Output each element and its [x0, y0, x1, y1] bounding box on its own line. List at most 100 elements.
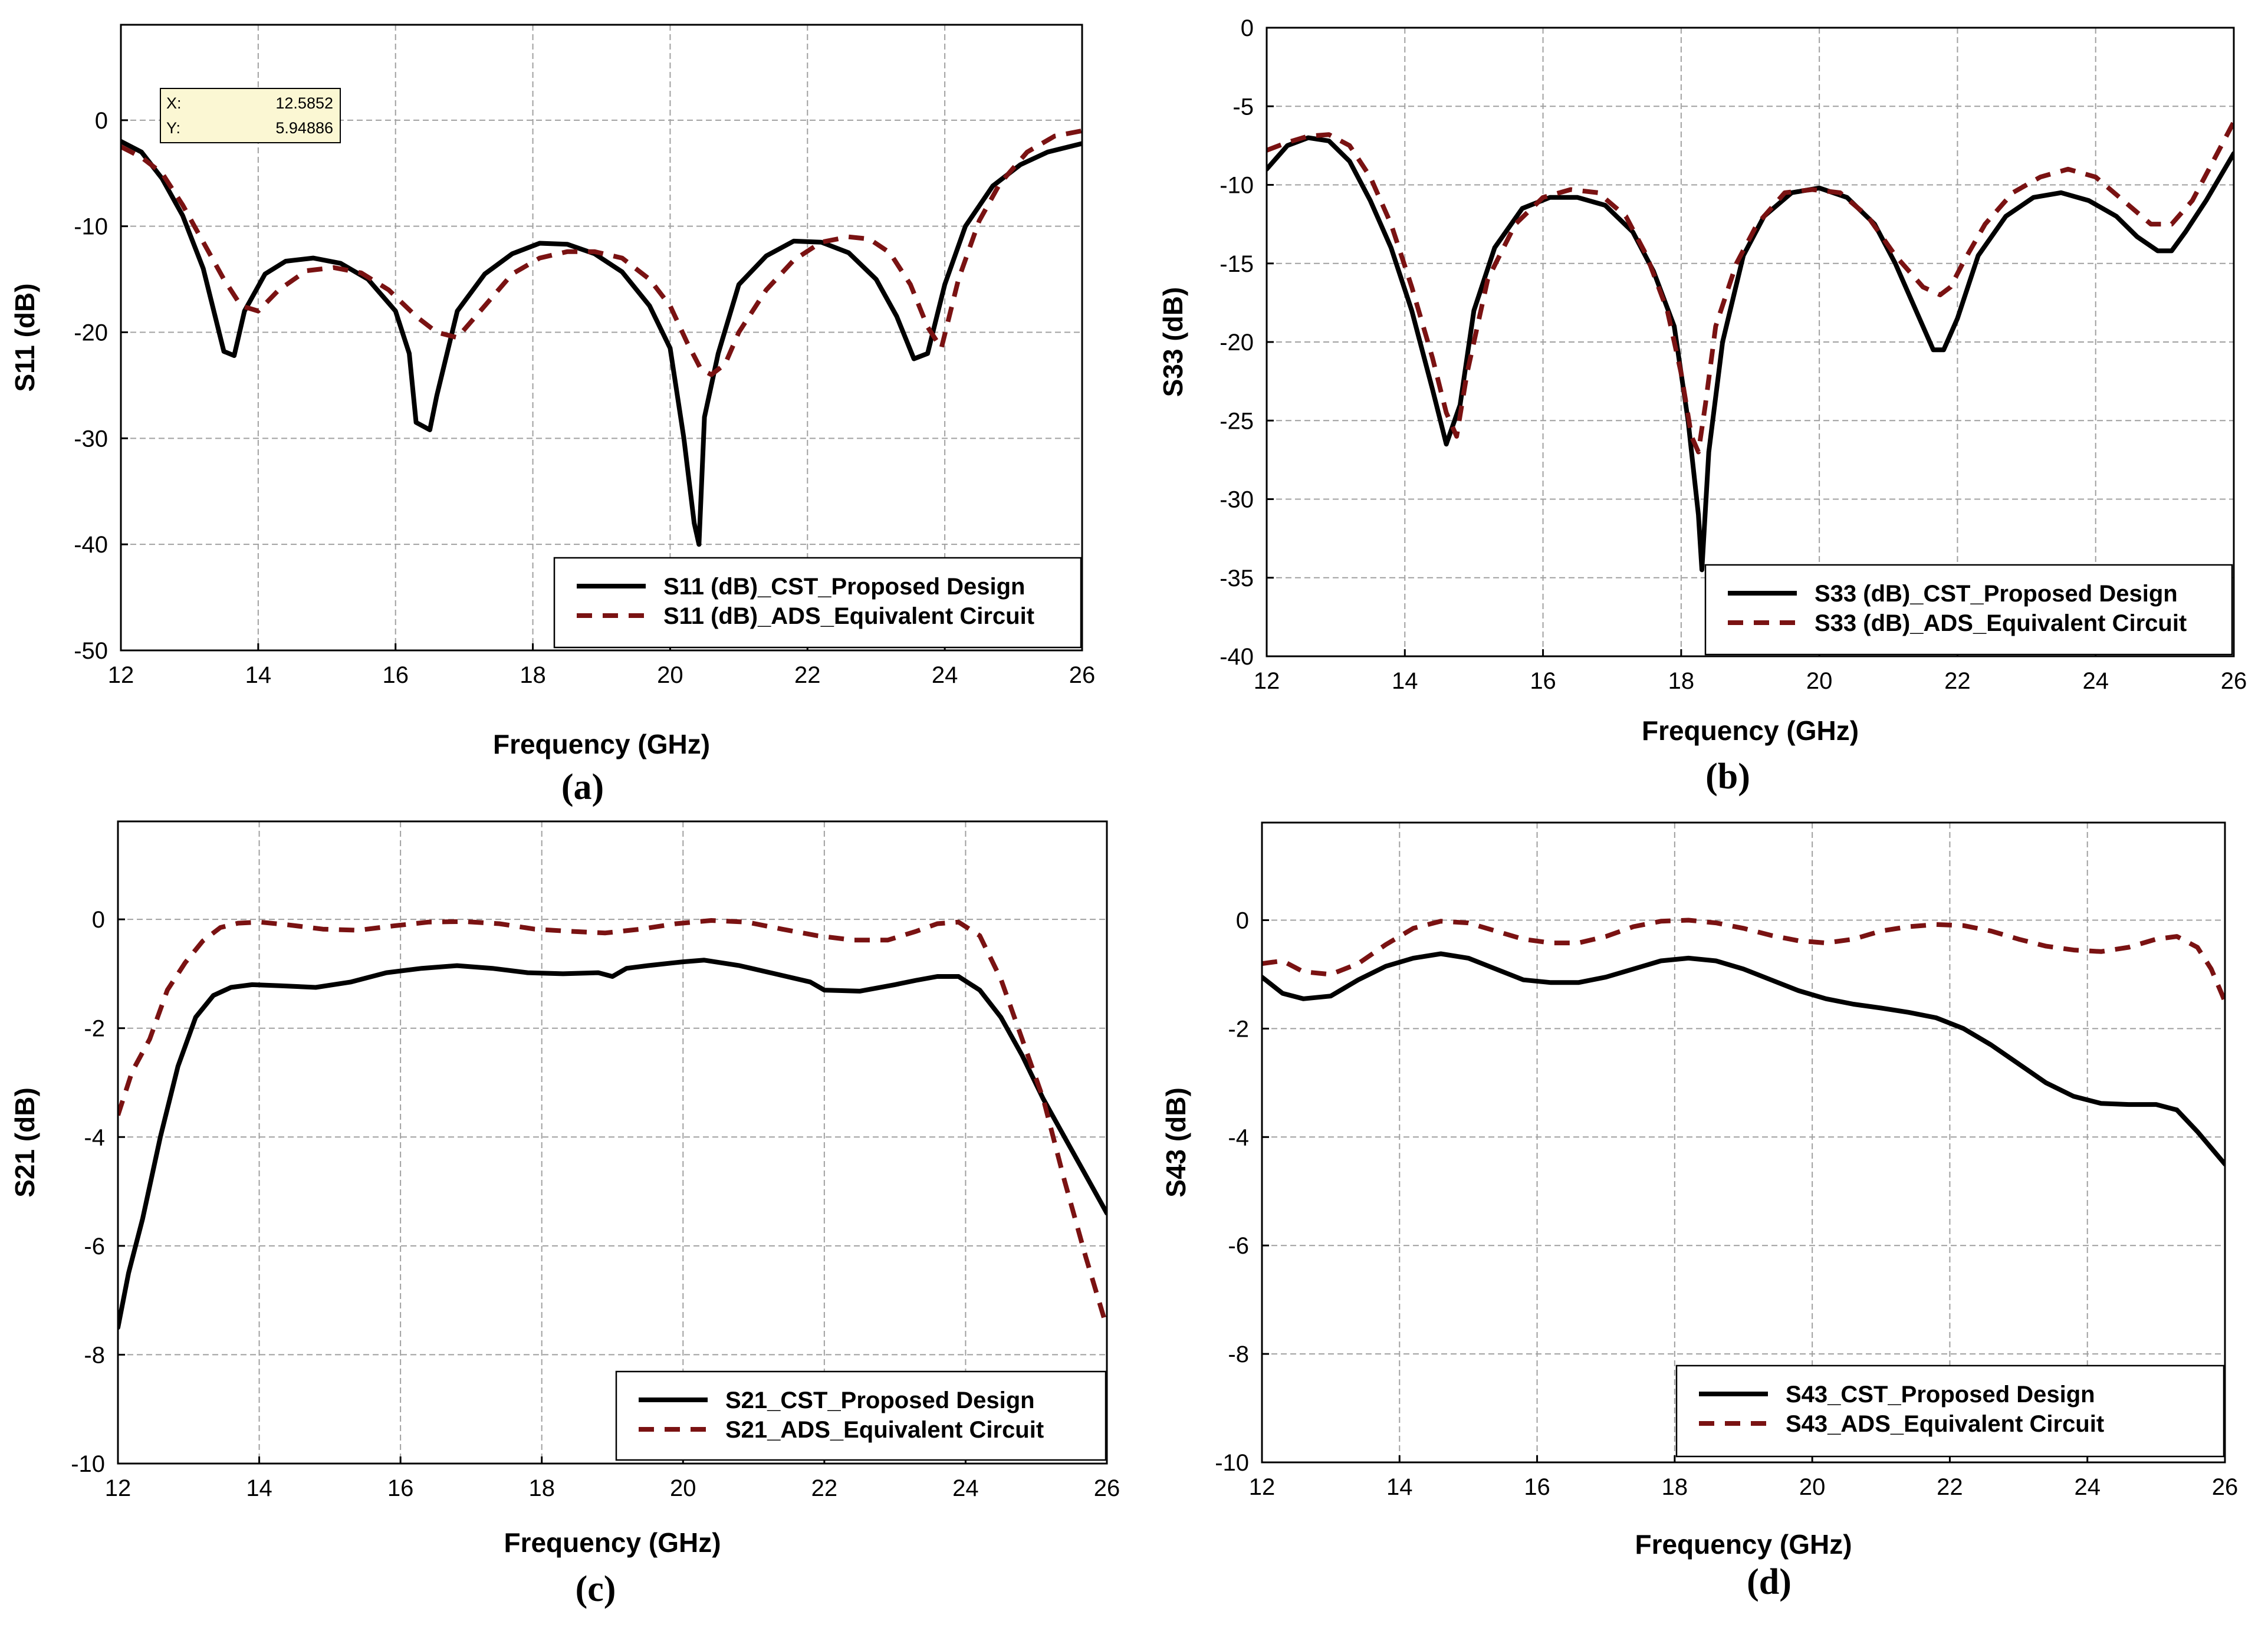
series-ads-line	[121, 128, 1082, 377]
series-ads-line	[1267, 121, 2234, 455]
series-ads-line	[1262, 918, 2225, 1002]
y-tick-label: -30	[74, 426, 108, 452]
x-tick-label: 22	[794, 662, 821, 688]
legend-label: S43_CST_Proposed Design	[1786, 1382, 2095, 1408]
x-axis-title: Frequency (GHz)	[504, 1527, 721, 1558]
y-axis-title: S11 (dB)	[9, 283, 40, 392]
legend-label: S43_ADS_Equivalent Circuit	[1786, 1411, 2104, 1437]
y-tick-label: 0	[95, 108, 108, 134]
y-tick-label: -2	[84, 1016, 105, 1042]
x-tick-label: 26	[1069, 662, 1096, 688]
y-tick-label: -5	[1232, 94, 1254, 120]
tooltip-y-value: 5.94886	[275, 119, 333, 137]
tooltip-x-value: 12.5852	[275, 94, 333, 112]
series-cst-line	[118, 958, 1107, 1330]
x-tick-label: 26	[1094, 1475, 1120, 1501]
y-axis-title: S33 (dB)	[1158, 287, 1188, 397]
x-axis-title: Frequency (GHz)	[1635, 1529, 1852, 1560]
chart-s33: 12 14 16 18 20 22 24 26 -40 -35 -30 -25 -20 -15 -10 -5 0…	[1158, 15, 2247, 746]
x-tick-label: 18	[1668, 668, 1695, 694]
x-tick-label: 14	[1386, 1474, 1413, 1500]
panel-label-a: (a)	[561, 767, 604, 807]
x-tick-label: 14	[245, 662, 272, 688]
x-tick-label: 20	[657, 662, 683, 688]
legend-label: S11 (dB)_CST_Proposed Design	[663, 574, 1025, 600]
y-tick-label: -8	[84, 1342, 105, 1368]
x-tick-label: 16	[1530, 668, 1556, 694]
y-tick-label: 0	[92, 907, 105, 933]
series-cst-line	[121, 139, 1082, 547]
x-tick-label: 12	[1249, 1474, 1276, 1500]
panel-label-c: (c)	[575, 1569, 616, 1609]
x-tick-label: 22	[1944, 668, 1971, 694]
x-tick-label: 22	[811, 1475, 838, 1501]
x-tick-label: 24	[952, 1475, 979, 1501]
tooltip-box	[160, 88, 341, 143]
legend-label: S33 (dB)_CST_Proposed Design	[1815, 581, 2178, 607]
chart-s21: 12 14 16 18 20 22 24 26 -10 -8 -6 -4 -2 0 Frequency (G…	[9, 820, 1120, 1558]
x-tick-label: 12	[105, 1475, 132, 1501]
y-tick-label: -8	[1228, 1341, 1249, 1367]
plot-frame	[117, 820, 1108, 1465]
x-axis-title: Frequency (GHz)	[1642, 715, 1859, 746]
legend: S21_CST_Proposed Design S21_ADS_Equivalen…	[615, 1370, 1107, 1461]
x-tick-label: 16	[387, 1475, 414, 1501]
y-axis-title: S43 (dB)	[1161, 1087, 1191, 1198]
plot-frame	[120, 24, 1083, 652]
panel-label-b: (b)	[1705, 757, 1750, 797]
y-tick-label: -10	[1220, 173, 1254, 199]
x-tick-label: 20	[670, 1475, 696, 1501]
legend-box	[1704, 564, 2233, 656]
y-tick-label: -25	[1220, 408, 1254, 434]
x-tick-label: 24	[2074, 1474, 2101, 1500]
y-tick-label: -20	[1220, 330, 1254, 356]
x-tick-label: 16	[1524, 1474, 1550, 1500]
y-tick-label: 0	[1236, 908, 1249, 934]
series-ads-line	[118, 918, 1107, 1329]
y-tick-label: -10	[71, 1451, 105, 1477]
series-cst-line	[1262, 951, 2225, 1167]
y-tick-label: -2	[1228, 1016, 1249, 1042]
chart-s11: 12 14 16 18 20 22 24 26 -50 -40 -30 -20 -10 0 Frequenc…	[9, 24, 1096, 759]
x-tick-label: 12	[108, 662, 134, 688]
x-axis-title: Frequency (GHz)	[493, 729, 710, 759]
x-tick-label: 14	[246, 1475, 272, 1501]
x-tick-label: 22	[1937, 1474, 1963, 1500]
x-tick-label: 18	[528, 1475, 555, 1501]
legend-label: S21_CST_Proposed Design	[725, 1387, 1035, 1413]
legend-label: S21_ADS_Equivalent Circuit	[725, 1417, 1044, 1443]
tooltip-y-label: Y:	[166, 119, 180, 137]
legend-label: S33 (dB)_ADS_Equivalent Circuit	[1815, 610, 2187, 636]
x-tick-label: 24	[2082, 668, 2109, 694]
chart-s43: 12 14 16 18 20 22 24 26 -10 -8 -6 -4 -2 0 Frequency (G…	[1161, 821, 2239, 1560]
y-tick-label: -6	[84, 1234, 105, 1260]
legend-box	[553, 557, 1082, 649]
grid	[1262, 823, 2225, 1462]
x-tick-label: 26	[2221, 668, 2247, 694]
grid	[1267, 27, 2234, 656]
plot-frame	[1261, 821, 2226, 1464]
y-tick-label: -35	[1220, 565, 1254, 591]
y-tick-label: -30	[1220, 487, 1254, 513]
y-tick-label: -4	[1228, 1124, 1249, 1150]
x-tick-label: 20	[1806, 668, 1833, 694]
legend: S43_CST_Proposed Design S43_ADS_Equivalen…	[1675, 1364, 2225, 1458]
y-tick-label: -40	[74, 532, 108, 558]
legend-box	[1675, 1364, 2225, 1458]
x-tick-label: 26	[2212, 1474, 2239, 1500]
legend-label: S11 (dB)_ADS_Equivalent Circuit	[663, 603, 1034, 629]
y-tick-label: -20	[74, 320, 108, 346]
y-tick-label: -6	[1228, 1233, 1249, 1259]
x-tick-label: 20	[1799, 1474, 1826, 1500]
x-tick-label: 18	[520, 662, 546, 688]
grid	[118, 821, 1107, 1464]
x-tick-label: 16	[382, 662, 409, 688]
legend: S33 (dB)_CST_Proposed Design S33 (dB)_ADS…	[1704, 564, 2233, 656]
y-tick-label: -10	[1215, 1450, 1249, 1476]
y-tick-label: -10	[74, 214, 108, 240]
y-tick-label: -15	[1220, 251, 1254, 277]
x-tick-label: 12	[1254, 668, 1280, 694]
data-tooltip: X: 12.5852 Y: 5.94886	[160, 88, 341, 143]
